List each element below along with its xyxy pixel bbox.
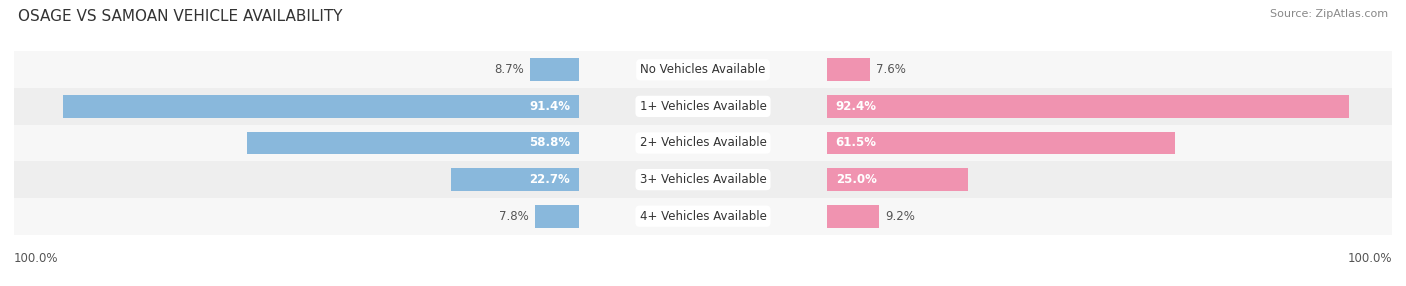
Text: 100.0%: 100.0% bbox=[14, 252, 59, 265]
Bar bbox=[14, 198, 1392, 235]
Bar bbox=[14, 88, 1392, 125]
Text: 4+ Vehicles Available: 4+ Vehicles Available bbox=[640, 210, 766, 223]
Text: 3+ Vehicles Available: 3+ Vehicles Available bbox=[640, 173, 766, 186]
Bar bbox=[827, 58, 870, 81]
Text: 7.8%: 7.8% bbox=[499, 210, 529, 223]
Bar bbox=[14, 125, 1392, 161]
Text: 100.0%: 100.0% bbox=[1347, 252, 1392, 265]
Bar bbox=[246, 132, 579, 154]
Text: OSAGE VS SAMOAN VEHICLE AVAILABILITY: OSAGE VS SAMOAN VEHICLE AVAILABILITY bbox=[18, 9, 343, 23]
Text: No Vehicles Available: No Vehicles Available bbox=[640, 63, 766, 76]
Bar bbox=[530, 58, 579, 81]
Text: 9.2%: 9.2% bbox=[884, 210, 915, 223]
Text: 8.7%: 8.7% bbox=[495, 63, 524, 76]
Text: 1+ Vehicles Available: 1+ Vehicles Available bbox=[640, 100, 766, 113]
Bar bbox=[827, 132, 1174, 154]
Bar bbox=[827, 168, 969, 191]
Text: 2+ Vehicles Available: 2+ Vehicles Available bbox=[640, 136, 766, 150]
Bar bbox=[14, 51, 1392, 88]
Text: 92.4%: 92.4% bbox=[835, 100, 877, 113]
Bar bbox=[14, 161, 1392, 198]
Bar bbox=[534, 205, 579, 228]
Text: Source: ZipAtlas.com: Source: ZipAtlas.com bbox=[1270, 9, 1388, 19]
Text: 91.4%: 91.4% bbox=[529, 100, 571, 113]
Bar bbox=[450, 168, 579, 191]
Text: 61.5%: 61.5% bbox=[835, 136, 877, 150]
Text: 58.8%: 58.8% bbox=[529, 136, 571, 150]
Text: 25.0%: 25.0% bbox=[835, 173, 876, 186]
Text: 22.7%: 22.7% bbox=[530, 173, 571, 186]
Text: 7.6%: 7.6% bbox=[876, 63, 905, 76]
Bar bbox=[827, 95, 1348, 118]
Bar bbox=[827, 205, 879, 228]
Bar bbox=[63, 95, 579, 118]
